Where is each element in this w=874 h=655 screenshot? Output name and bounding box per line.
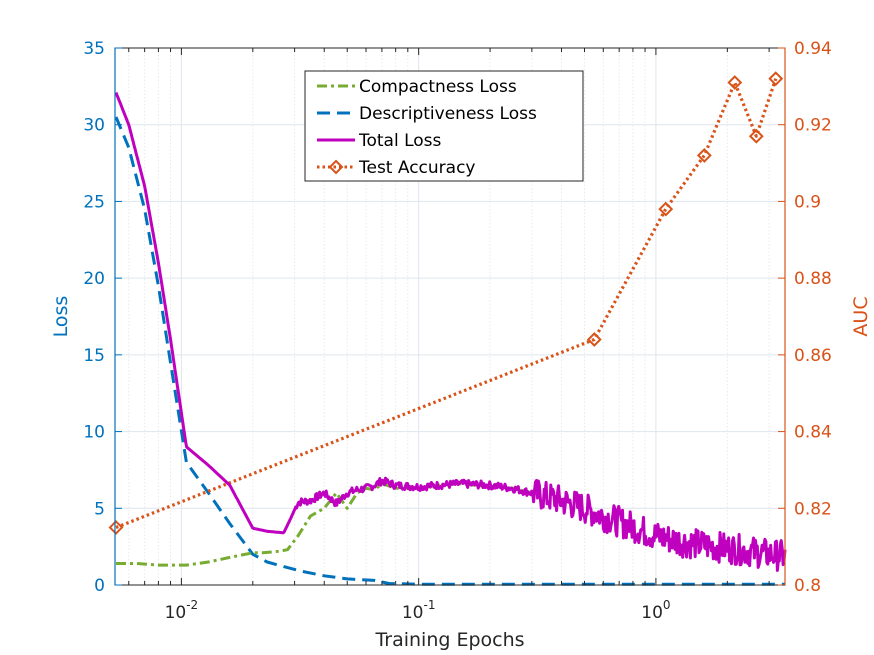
y-right-tick-label: 0.82 <box>794 499 832 519</box>
series-line <box>114 91 787 572</box>
legend-label-test-accuracy: Test Accuracy <box>358 158 476 178</box>
y-left-tick-label: 20 <box>83 269 105 289</box>
data-point-marker <box>586 332 602 347</box>
data-point-marker <box>108 520 124 535</box>
data-point-marker <box>696 147 712 163</box>
x-tick-label: 100 <box>641 598 670 623</box>
x-tick-base: 10 <box>402 603 424 623</box>
y-left-tick-label: 5 <box>94 499 105 519</box>
y-right-tick-label: 0.9 <box>794 192 821 212</box>
y-left-tick-label: 10 <box>83 423 105 443</box>
x-tick-label: 10-2 <box>165 598 199 623</box>
y-left-tick-label: 0 <box>94 576 105 596</box>
y-right-tick-label: 0.84 <box>794 423 832 443</box>
legend-label-compactness-loss: Compactness Loss <box>359 77 517 97</box>
y-axis-left-label: Loss <box>50 296 72 338</box>
series-test-accuracy <box>108 71 784 535</box>
data-point-marker <box>727 75 743 90</box>
y-right-tick-label: 0.86 <box>794 346 832 366</box>
series-line <box>115 78 778 529</box>
x-tick-exponent: -1 <box>423 598 435 612</box>
legend-box <box>304 70 584 182</box>
x-tick-exponent: 0 <box>663 598 671 612</box>
data-point-marker <box>748 128 764 144</box>
legend: Compactness Loss Descriptiveness Loss To… <box>304 70 584 182</box>
x-axis-label: Training Epochs <box>374 629 524 651</box>
series-layer <box>108 71 787 586</box>
series-total-loss <box>114 91 787 572</box>
data-point-marker <box>768 71 784 87</box>
data-point-marker <box>658 201 674 217</box>
axes: 0 5 10 15 20 25 30 35 0.8 0.82 0.84 0.86 0.88 0.9 0.92… <box>83 39 832 623</box>
x-tick-label: 10-1 <box>402 598 436 623</box>
y-left-tick-label: 25 <box>83 192 105 212</box>
legend-label-descriptiveness-loss: Descriptiveness Loss <box>359 104 537 124</box>
y-left-tick-label: 30 <box>83 116 105 136</box>
legend-item-descriptiveness-loss: Descriptiveness Loss <box>317 104 537 124</box>
x-tick-base: 10 <box>165 603 187 623</box>
y-right-tick-label: 0.88 <box>794 269 832 289</box>
x-tick-exponent: -2 <box>186 598 198 612</box>
legend-item-total-loss: Total Loss <box>317 131 442 151</box>
y-right-tick-label: 0.94 <box>794 39 832 59</box>
series-descriptiveness-loss <box>114 116 785 586</box>
series-line <box>114 116 785 586</box>
legend-item-compactness-loss: Compactness Loss <box>317 77 517 97</box>
x-tick-base: 10 <box>641 603 663 623</box>
y-right-tick-label: 0.8 <box>794 576 821 596</box>
y-left-tick-label: 15 <box>83 346 105 366</box>
y-left-tick-label: 35 <box>83 39 105 59</box>
legend-item-test-accuracy: Test Accuracy <box>317 158 476 178</box>
legend-label-total-loss: Total Loss <box>358 131 442 151</box>
legend-marker-test-accuracy <box>328 159 344 175</box>
y-right-tick-label: 0.92 <box>794 116 832 136</box>
y-axis-right-label: AUC <box>850 296 872 336</box>
